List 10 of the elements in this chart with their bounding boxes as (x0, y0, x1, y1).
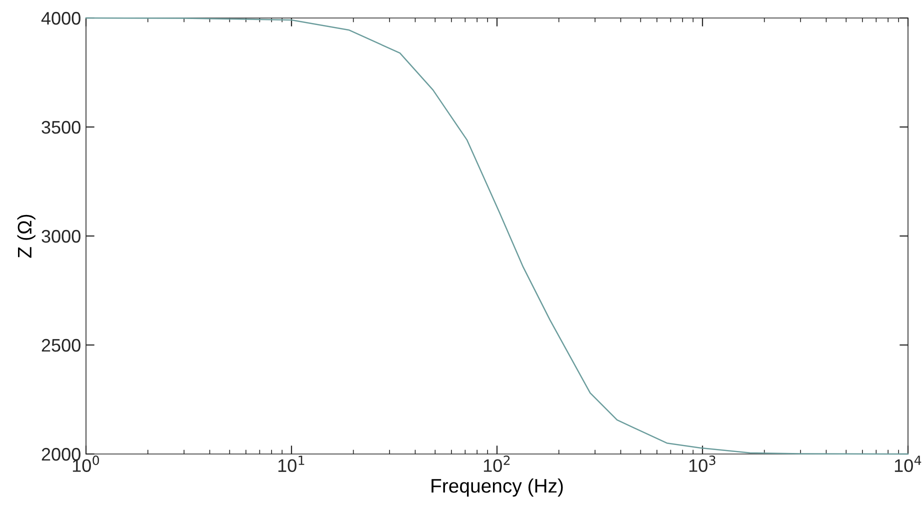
y-tick-label: 4000 (41, 12, 80, 25)
x-tick-label: 10$^{3}$ (689, 456, 716, 472)
x-tick-label: 10$^{4}$ (894, 456, 922, 472)
x-tick-label: 10$^{2}$ (484, 456, 510, 472)
y-tick-label: 2500 (42, 338, 80, 352)
y-axis-title: Z (Ω) (17, 214, 36, 258)
x-tick-label: 10$^{1}$ (278, 456, 304, 472)
y-tick-label: 3500 (42, 120, 80, 134)
y-tick-label: 3000 (42, 230, 80, 243)
x-axis-title: Frequency (Hz) (432, 478, 563, 497)
